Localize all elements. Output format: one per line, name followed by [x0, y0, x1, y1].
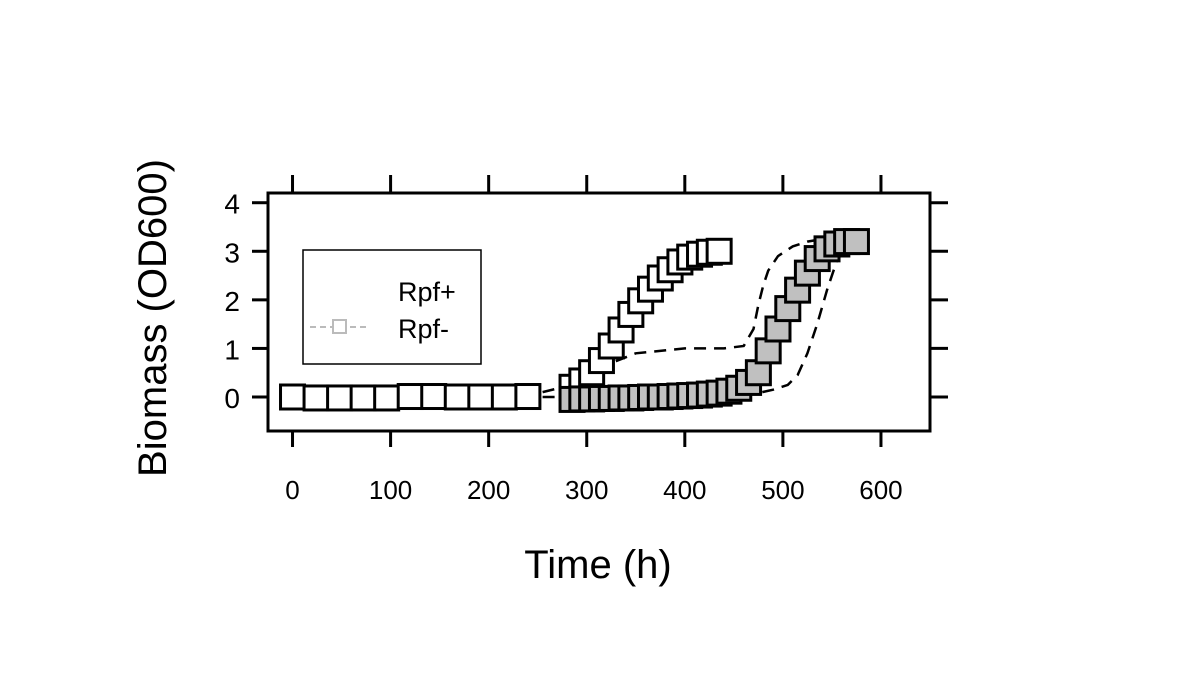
rpf-plus-point [302, 384, 330, 412]
y-axis-title: Biomass (OD600) [131, 159, 175, 477]
rpf-plus-point [420, 383, 448, 411]
rpf-plus-point [373, 384, 401, 412]
rpf-minus-point [842, 228, 870, 256]
x-tick-label: 200 [467, 475, 510, 505]
plot-frame [266, 191, 932, 433]
rpf-minus-point [744, 359, 772, 387]
y-tick-label: 2 [224, 286, 240, 317]
x-tick-label: 600 [859, 475, 902, 505]
y-tick-label: 0 [224, 383, 240, 414]
x-tick-label: 400 [663, 475, 706, 505]
x-tick-label: 500 [761, 475, 804, 505]
x-tick-label: 0 [285, 475, 299, 505]
rpf-minus-point [754, 337, 782, 365]
y-tick-label: 1 [224, 334, 240, 365]
x-tick-label: 300 [565, 475, 608, 505]
rpf-plus-point [443, 383, 471, 411]
rpf-plus-point [705, 237, 733, 265]
rpf-plus-point [279, 383, 307, 411]
rpf-plus-point [467, 383, 495, 411]
legend-marker-rpf-minus [332, 319, 347, 334]
legend-label-rpf-minus: Rpf- [398, 314, 449, 344]
rpf-plus-point [326, 384, 354, 412]
rpf-plus-point [490, 383, 518, 411]
x-axis-title: Time (h) [524, 543, 671, 587]
legend-label-rpf-plus: Rpf+ [398, 277, 456, 307]
dashed-curve [542, 237, 837, 394]
rpf-plus-point [396, 383, 424, 411]
legend-box [302, 249, 482, 365]
rpf-plus-point [514, 383, 542, 411]
rpf-plus-point [349, 384, 377, 412]
x-tick-label: 100 [369, 475, 412, 505]
y-tick-label: 4 [224, 189, 240, 220]
y-tick-label: 3 [224, 237, 240, 268]
